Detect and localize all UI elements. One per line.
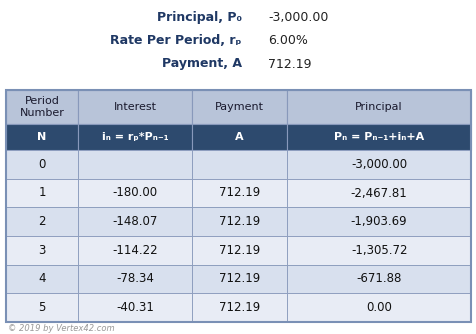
Bar <box>192 150 287 179</box>
Bar <box>192 236 287 265</box>
Text: 712.19: 712.19 <box>218 215 260 228</box>
Text: Payment: Payment <box>215 102 264 112</box>
Bar <box>287 124 470 150</box>
Bar <box>287 293 470 322</box>
Bar <box>78 90 192 124</box>
Bar <box>6 236 78 265</box>
Bar <box>287 236 470 265</box>
Bar <box>192 179 287 207</box>
Text: -1,903.69: -1,903.69 <box>350 215 407 228</box>
Text: N: N <box>37 132 47 142</box>
Text: Principal: Principal <box>355 102 402 112</box>
Text: -671.88: -671.88 <box>356 273 401 286</box>
Text: -3,000.00: -3,000.00 <box>268 11 327 24</box>
Bar <box>287 179 470 207</box>
Bar <box>6 124 78 150</box>
Text: iₙ = rₚ*Pₙ₋₁: iₙ = rₚ*Pₙ₋₁ <box>101 132 168 142</box>
Bar <box>287 150 470 179</box>
Text: 5: 5 <box>38 301 46 314</box>
Bar <box>78 124 192 150</box>
Text: 712.19: 712.19 <box>268 57 311 70</box>
Bar <box>192 90 287 124</box>
Bar <box>6 207 78 236</box>
Text: -3,000.00: -3,000.00 <box>350 158 407 171</box>
Text: -78.34: -78.34 <box>116 273 154 286</box>
Text: 0.00: 0.00 <box>366 301 391 314</box>
Bar <box>78 179 192 207</box>
Text: 4: 4 <box>38 273 46 286</box>
Text: -40.31: -40.31 <box>116 301 154 314</box>
Text: 1: 1 <box>38 186 46 199</box>
Bar <box>192 207 287 236</box>
Bar <box>6 90 78 124</box>
Text: -148.07: -148.07 <box>112 215 158 228</box>
Bar <box>78 236 192 265</box>
Bar <box>287 207 470 236</box>
Text: 0: 0 <box>38 158 46 171</box>
Bar <box>6 293 78 322</box>
Bar <box>287 90 470 124</box>
Text: 712.19: 712.19 <box>218 273 260 286</box>
Text: A: A <box>235 132 243 142</box>
Bar <box>287 265 470 293</box>
Text: © 2019 by Vertex42.com: © 2019 by Vertex42.com <box>8 324 114 333</box>
Bar <box>78 150 192 179</box>
Text: 3: 3 <box>38 244 46 257</box>
Text: -180.00: -180.00 <box>112 186 157 199</box>
Bar <box>6 150 78 179</box>
Bar <box>6 265 78 293</box>
Text: -1,305.72: -1,305.72 <box>350 244 407 257</box>
Text: 712.19: 712.19 <box>218 244 260 257</box>
Text: 6.00%: 6.00% <box>268 34 307 47</box>
Text: Period
Number: Period Number <box>20 96 64 118</box>
Bar <box>78 293 192 322</box>
Text: Interest: Interest <box>113 102 156 112</box>
Bar <box>192 293 287 322</box>
Bar <box>78 265 192 293</box>
Text: 712.19: 712.19 <box>218 186 260 199</box>
Text: Pₙ = Pₙ₋₁+iₙ+A: Pₙ = Pₙ₋₁+iₙ+A <box>333 132 423 142</box>
Text: -114.22: -114.22 <box>112 244 158 257</box>
Bar <box>192 124 287 150</box>
Text: Payment, A: Payment, A <box>162 57 241 70</box>
Bar <box>192 265 287 293</box>
Bar <box>6 90 470 322</box>
Bar <box>6 179 78 207</box>
Text: Rate Per Period, rₚ: Rate Per Period, rₚ <box>110 34 241 47</box>
Text: -2,467.81: -2,467.81 <box>350 186 407 199</box>
Bar <box>78 207 192 236</box>
Text: 712.19: 712.19 <box>218 301 260 314</box>
Text: 2: 2 <box>38 215 46 228</box>
Text: Principal, P₀: Principal, P₀ <box>157 11 241 24</box>
